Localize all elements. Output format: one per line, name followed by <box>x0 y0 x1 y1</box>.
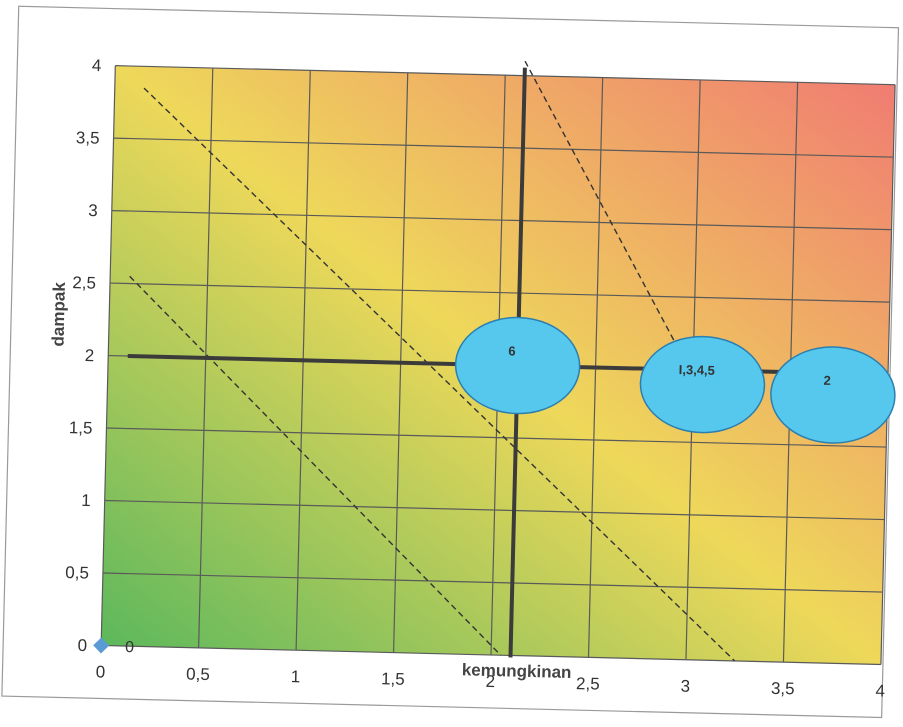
x-tick-label: 1 <box>290 667 300 686</box>
y-tick-label: 2,5 <box>72 273 96 293</box>
bubble-label: 6 <box>508 343 516 358</box>
x-tick-label: 0 <box>96 662 106 681</box>
x-tick-label: 3,5 <box>771 679 795 699</box>
y-tick-label: 0,5 <box>65 563 89 583</box>
x-tick-label: 3 <box>680 677 690 696</box>
y-tick-labels: 0 0,5 1 1,5 2 2,5 3 3,5 4 <box>65 56 102 655</box>
bubble-label: I,3,4,5 <box>679 362 715 378</box>
x-tick-labels: 0 0,5 1 1,5 2 2,5 3 3,5 4 <box>96 662 886 700</box>
bubbles: 6 I,3,4,5 2 <box>454 316 896 444</box>
bubble-label: 2 <box>823 373 831 388</box>
grid-line-y <box>109 282 890 303</box>
x-tick-label: 0,5 <box>186 665 210 685</box>
grid-line-y <box>101 644 881 666</box>
bubble <box>639 335 766 434</box>
y-tick-label: 4 <box>92 56 102 75</box>
grid-line-y <box>115 65 896 86</box>
y-tick-label: 3 <box>88 201 98 220</box>
x-tick-label: 1,5 <box>381 669 405 689</box>
dashed-boundary-line <box>143 87 736 662</box>
dashed-lines <box>129 60 736 662</box>
y-tick-label: 0 <box>77 636 87 655</box>
origin-point: 0 <box>93 637 134 656</box>
bubble <box>770 346 896 444</box>
y-tick-label: 2 <box>85 346 95 365</box>
y-tick-label: 1,5 <box>69 418 93 438</box>
dashed-boundary-line <box>129 275 502 656</box>
origin-marker <box>93 637 110 654</box>
grid-line-y <box>106 427 887 448</box>
grid-line-y <box>104 499 885 521</box>
x-tick-label: 2,5 <box>576 674 600 694</box>
bubble <box>454 316 581 415</box>
grid-line-y <box>113 137 894 158</box>
x-tick-label: 2 <box>485 672 495 691</box>
x-axis-title: kemungkinan <box>462 660 572 682</box>
y-tick-label: 1 <box>81 491 91 510</box>
grid-line-y <box>111 209 892 231</box>
y-axis-title: dampak <box>48 281 69 346</box>
origin-label: 0 <box>125 639 134 656</box>
y-tick-label: 3,5 <box>76 128 100 148</box>
x-tick-label: 4 <box>875 681 885 700</box>
grid-line-y <box>102 572 883 593</box>
